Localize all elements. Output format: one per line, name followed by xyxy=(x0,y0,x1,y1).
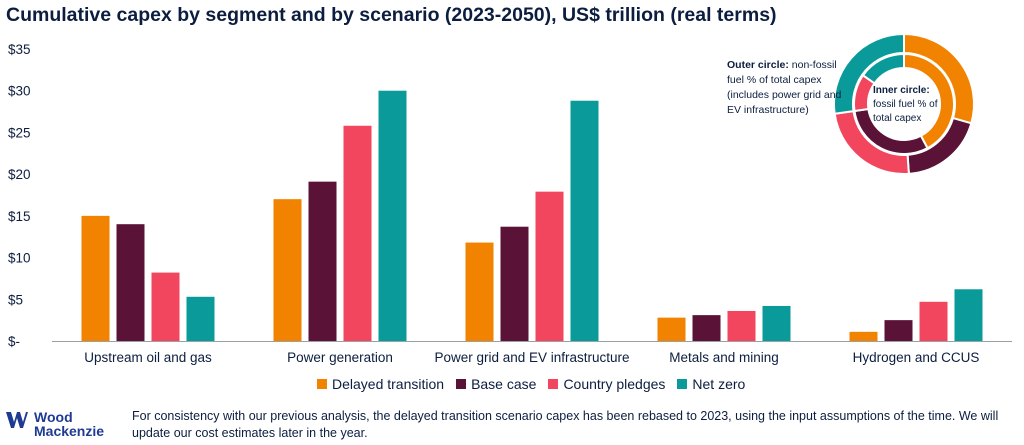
legend-swatch-netzero xyxy=(677,379,688,389)
outer-circle-note-bold: Outer circle: xyxy=(727,59,789,71)
y-tick-label: $25 xyxy=(8,125,31,140)
legend-label-pledges: Country pledges xyxy=(563,376,666,392)
bar-base xyxy=(692,315,721,341)
bar-base xyxy=(308,181,337,341)
bar-pledges xyxy=(343,125,372,341)
bar-pledges xyxy=(151,272,180,341)
x-category-label: Upstream oil and gas xyxy=(84,350,212,365)
legend-swatch-base xyxy=(456,379,467,389)
legend-swatch-delayed xyxy=(317,379,327,389)
bar-pledges xyxy=(919,301,948,341)
x-category-label: Power generation xyxy=(287,350,393,365)
y-tick-label: $30 xyxy=(8,84,31,99)
donut-chart xyxy=(833,32,975,175)
bar-netzero xyxy=(378,90,407,341)
bar-delayed xyxy=(657,317,686,341)
inner-circle-note-bold: Inner circle: xyxy=(873,85,930,96)
legend-item-base: Base case xyxy=(456,376,536,392)
bar-base xyxy=(500,226,529,341)
x-category-label: Hydrogen and CCUS xyxy=(853,350,980,365)
chart-title: Cumulative capex by segment and by scena… xyxy=(6,4,777,26)
logo-mark-icon xyxy=(6,412,28,428)
donut-hole xyxy=(869,69,939,139)
bar-base xyxy=(884,320,913,341)
y-tick-label: $15 xyxy=(8,209,31,224)
donut-inner-netzero xyxy=(861,52,905,85)
legend-item-delayed: Delayed transition xyxy=(317,376,444,392)
outer-circle-note: Outer circle: non-fossil fuel % of total… xyxy=(727,58,842,118)
bar-netzero xyxy=(570,100,599,342)
x-category-label: Power grid and EV infrastructure xyxy=(434,350,629,365)
legend-label-base: Base case xyxy=(471,376,537,392)
y-tick-label: $35 xyxy=(8,42,31,57)
logo-word-1: Wood xyxy=(34,409,73,425)
bar-base xyxy=(116,224,145,341)
outer-circle-note-text: non-fossil fuel % of total capex (includ… xyxy=(727,59,842,116)
bar-pledges xyxy=(535,191,564,341)
wood-mackenzie-logo: Wood Mackenzie xyxy=(6,410,104,438)
inner-circle-note: Inner circle: fossil fuel % of total cap… xyxy=(873,84,939,126)
bar-delayed xyxy=(81,215,110,341)
legend-swatch-pledges xyxy=(548,379,559,389)
x-axis-labels: Upstream oil and gas Power generation Powe… xyxy=(84,350,979,365)
inner-circle-note-text: fossil fuel % of total capex xyxy=(873,99,938,124)
legend-label-delayed: Delayed transition xyxy=(332,376,445,392)
bar-delayed xyxy=(849,331,878,341)
legend: Delayed transition Base case Country ple… xyxy=(317,376,745,392)
bar-delayed xyxy=(465,242,494,341)
legend-item-pledges: Country pledges xyxy=(548,376,665,392)
legend-label-netzero: Net zero xyxy=(692,376,746,392)
logo-word-2: Mackenzie xyxy=(34,423,105,439)
footnote: For consistency with our previous analys… xyxy=(132,409,999,440)
bar-pledges xyxy=(727,310,756,341)
x-category-label: Metals and mining xyxy=(669,350,779,365)
bar-group xyxy=(81,90,983,342)
y-tick-label: $20 xyxy=(8,167,31,182)
legend-item-netzero: Net zero xyxy=(677,376,745,392)
bar-delayed xyxy=(273,199,302,341)
y-axis: $- $5 $10 $15 $20 $25 $30 $35 xyxy=(8,42,1012,349)
bar-netzero xyxy=(762,305,791,341)
bar-netzero xyxy=(186,296,215,341)
y-tick-label: $10 xyxy=(8,251,31,266)
bar-netzero xyxy=(954,289,983,341)
y-tick-label: $- xyxy=(8,334,20,349)
y-tick-label: $5 xyxy=(8,292,23,307)
